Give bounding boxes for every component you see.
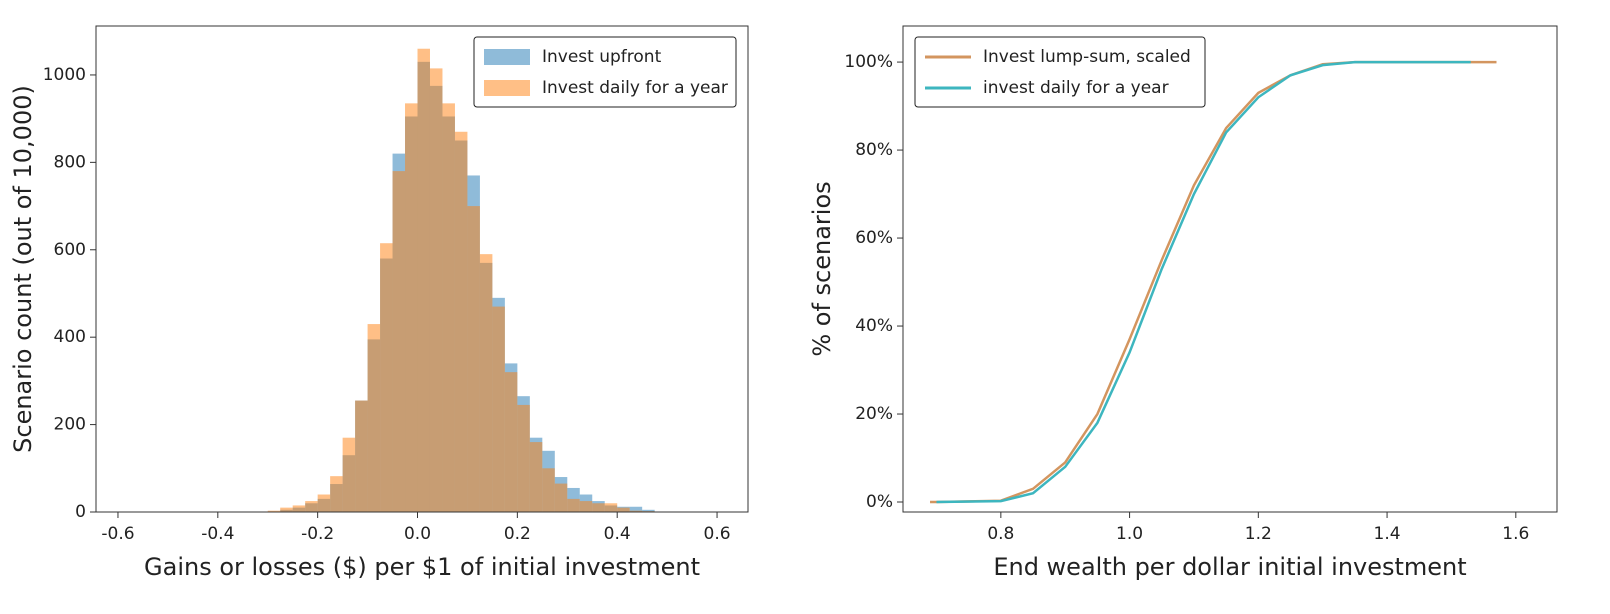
x-tick-label: 0.2: [504, 524, 531, 544]
legend-box: [473, 36, 737, 108]
axes-frame: [95, 25, 749, 513]
x-tick-label: 0.8: [987, 524, 1014, 544]
bar: [517, 404, 530, 512]
axes-frame: [902, 25, 1558, 513]
bar: [579, 501, 593, 512]
bar: [292, 505, 306, 512]
bar: [617, 507, 630, 512]
bar: [417, 48, 430, 512]
y-tick-label: 60%: [855, 228, 893, 248]
bar: [405, 103, 418, 512]
bar: [504, 372, 518, 512]
legend-label: Invest daily for a year: [542, 78, 728, 98]
y-tick-label: 0%: [866, 492, 893, 512]
y-tick-label: 0: [75, 502, 86, 522]
x-tick-label: -0.6: [101, 524, 134, 544]
bar: [367, 324, 381, 512]
bar: [642, 509, 655, 512]
legend-label: invest daily for a year: [983, 78, 1169, 98]
bar: [592, 503, 605, 512]
bar: [629, 506, 643, 512]
bar: [567, 498, 580, 512]
bar: [317, 494, 331, 512]
x-tick-label: 0.6: [704, 524, 731, 544]
y-tick-label: 100%: [844, 52, 893, 72]
legend: Invest lump-sum, scaled invest daily for …: [914, 36, 1206, 108]
x-tick-label: 1.4: [1374, 524, 1401, 544]
bar: [305, 501, 318, 512]
x-tick-label: 0.0: [404, 524, 431, 544]
bar: [629, 510, 643, 512]
bar: [604, 503, 618, 512]
line: [936, 60, 1471, 504]
bar: [492, 306, 505, 512]
bar: [554, 483, 568, 512]
bar: [479, 254, 493, 512]
x-tick-label: -0.2: [301, 524, 334, 544]
legend: Invest upfront Invest daily for a year: [473, 36, 737, 108]
y-tick-label: 800: [54, 152, 86, 172]
bar: [392, 171, 406, 513]
legend-box: [914, 36, 1206, 108]
x-tick-label: 0.4: [604, 524, 631, 544]
bar: [442, 103, 455, 512]
bar: [342, 437, 356, 512]
y-axis-label: % of scenarios: [808, 181, 836, 356]
y-tick-label: 1000: [43, 65, 86, 85]
x-axis-label: End wealth per dollar initial investment: [993, 553, 1466, 581]
x-tick-label: 1.6: [1502, 524, 1529, 544]
y-tick-label: 200: [54, 415, 86, 435]
bar: [467, 206, 480, 512]
bar: [330, 476, 343, 512]
legend-swatch: [484, 80, 530, 96]
bar: [267, 510, 281, 512]
legend-label: Invest upfront: [542, 47, 662, 67]
bar: [355, 400, 368, 512]
line: [930, 60, 1497, 504]
bar: [454, 131, 468, 513]
y-tick-label: 600: [54, 240, 86, 260]
legend-swatch: [484, 49, 530, 65]
x-tick-label: -0.4: [201, 524, 234, 544]
bar: [529, 442, 543, 512]
bar: [542, 468, 555, 512]
y-axis-label: Scenario count (out of 10,000): [9, 85, 37, 453]
x-tick-label: 1.0: [1116, 524, 1143, 544]
y-tick-label: 80%: [855, 140, 893, 160]
legend-label: Invest lump-sum, scaled: [983, 47, 1191, 67]
x-tick-label: 1.2: [1245, 524, 1272, 544]
bar: [429, 68, 443, 512]
y-tick-label: 40%: [855, 316, 893, 336]
x-axis-label: Gains or losses ($) per $1 of initial in…: [144, 553, 700, 581]
bar: [380, 243, 393, 512]
y-tick-label: 20%: [855, 404, 893, 424]
bar: [280, 507, 293, 512]
y-tick-label: 400: [54, 327, 86, 347]
